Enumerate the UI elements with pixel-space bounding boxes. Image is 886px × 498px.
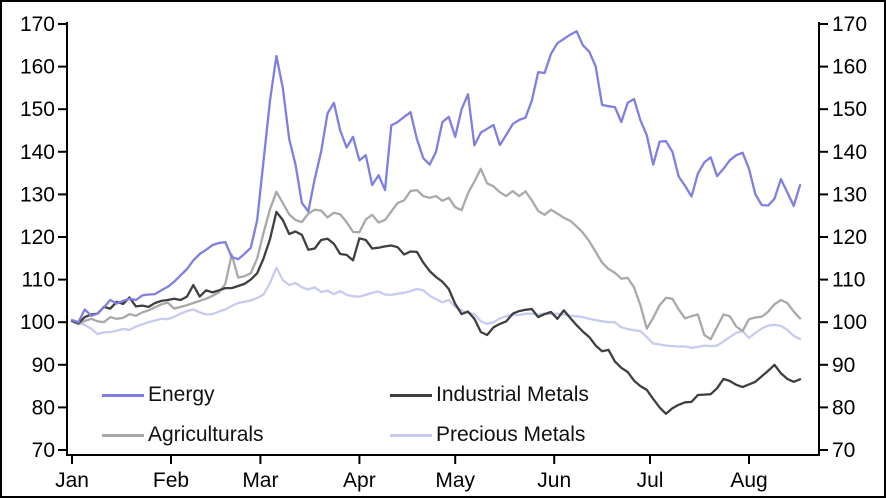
- x-axis-label: Jul: [637, 469, 664, 492]
- series-line-industrial-metals: [70, 210, 802, 415]
- y-axis-label-left: 100: [20, 311, 55, 334]
- legend-swatch-energy: [102, 393, 144, 397]
- legend-item-industrial-metals: Industrial Metals: [390, 383, 589, 407]
- x-axis-label: Apr: [343, 469, 376, 492]
- legend-item-precious-metals: Precious Metals: [390, 423, 585, 447]
- y-axis-label-right: 100: [832, 311, 867, 334]
- y-axis-label-left: 90: [32, 354, 55, 377]
- y-axis-label-left: 160: [20, 56, 55, 79]
- axis-spines: [66, 22, 820, 456]
- y-axis-label-right: 140: [832, 141, 867, 164]
- y-axis-label-right: 80: [832, 396, 855, 419]
- legend-swatch-precious-metals: [390, 433, 432, 437]
- y-axis-label-left: 130: [20, 183, 55, 206]
- y-axis-label-left: 150: [20, 98, 55, 121]
- legend-label-energy: Energy: [148, 383, 215, 406]
- y-axis-label-right: 150: [832, 98, 867, 121]
- y-axis-label-right: 110: [832, 269, 865, 292]
- legend-label-precious-metals: Precious Metals: [436, 423, 586, 446]
- y-axis-label-right: 130: [832, 183, 867, 206]
- x-axis-label: Feb: [153, 469, 189, 492]
- y-axis-label-left: 120: [20, 226, 55, 249]
- y-axis-label-right: 90: [832, 354, 855, 377]
- y-axis-label-left: 170: [20, 13, 55, 36]
- series-line-energy: [70, 30, 802, 324]
- legend-swatch-industrial-metals: [390, 393, 432, 397]
- x-axis-label: Jun: [537, 469, 571, 492]
- series-line-precious-metals: [70, 266, 802, 349]
- legend-label-agriculturals: Agriculturals: [148, 423, 264, 446]
- y-axis-label-left: 110: [22, 269, 55, 292]
- series-line-agriculturals: [70, 167, 802, 341]
- y-axis-label-right: 70: [832, 439, 855, 462]
- x-axis-label: Aug: [730, 469, 767, 492]
- x-axis-label: Jan: [55, 469, 89, 492]
- legend-item-energy: Energy: [102, 383, 215, 407]
- y-axis-label-right: 170: [832, 13, 867, 36]
- legend-swatch-agriculturals: [102, 433, 144, 437]
- legend-item-agriculturals: Agriculturals: [102, 423, 264, 447]
- x-axis-label: May: [435, 469, 475, 492]
- y-axis-label-left: 70: [32, 439, 55, 462]
- legend-label-industrial-metals: Industrial Metals: [436, 383, 589, 406]
- y-axis-label-right: 160: [832, 56, 867, 79]
- y-axis-label-left: 140: [20, 141, 55, 164]
- y-axis-label-left: 80: [32, 396, 55, 419]
- x-axis-label: Mar: [242, 469, 278, 492]
- y-axis-label-right: 120: [832, 226, 867, 249]
